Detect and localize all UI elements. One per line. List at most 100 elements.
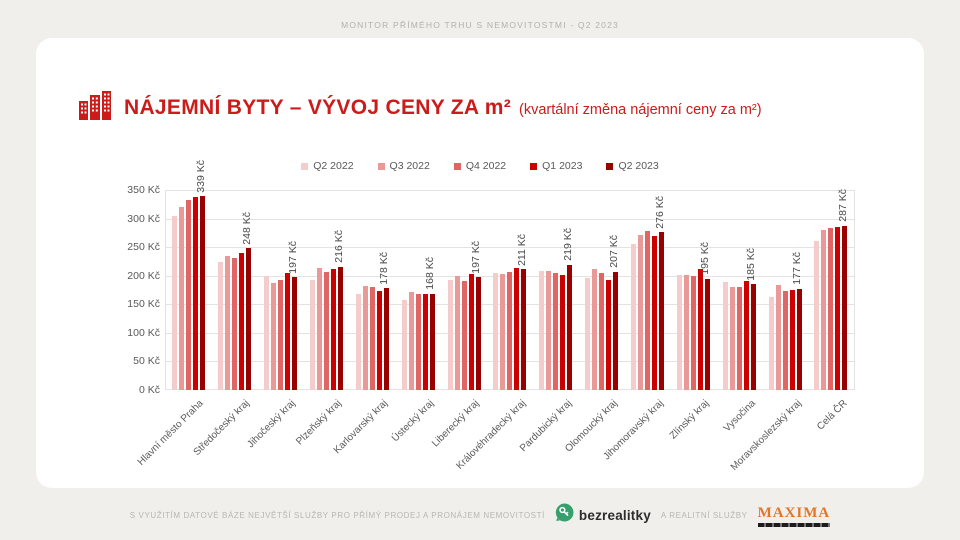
- bezrealitky-key-icon: [555, 503, 574, 527]
- bar-group: 177 Kč: [762, 190, 808, 390]
- bar: [743, 281, 749, 390]
- bar: [560, 274, 566, 390]
- y-tick-label: 200 Kč: [127, 269, 160, 282]
- bar-value-label: 168 Kč: [424, 257, 437, 290]
- bar: [429, 294, 435, 390]
- chart-legend: Q2 2022 Q3 2022 Q4 2022 Q1 2023 Q2 2023: [36, 160, 924, 172]
- bar-value-label: 339 Kč: [195, 159, 207, 193]
- x-axis-label: Celá ČR: [815, 398, 850, 433]
- buildings-icon: [78, 90, 112, 125]
- bar-value-label: 178 Kč: [378, 251, 391, 285]
- legend-label: Q3 2022: [389, 160, 430, 172]
- bar: [338, 266, 343, 390]
- bar: [331, 269, 336, 390]
- gridline: [166, 218, 854, 220]
- bar: [828, 228, 834, 390]
- bar-value-label: 207 Kč: [607, 235, 620, 268]
- bars: [487, 190, 533, 390]
- legend-swatch: [453, 162, 461, 170]
- legend-swatch: [301, 162, 309, 170]
- bar: [415, 294, 421, 390]
- bar: [447, 280, 453, 390]
- bar: [225, 256, 231, 390]
- bar: [814, 240, 820, 390]
- bar: [500, 274, 506, 390]
- bars: [258, 190, 304, 390]
- legend-label: Q2 2023: [618, 160, 659, 172]
- bar: [493, 273, 499, 390]
- bar: [507, 271, 513, 390]
- bar: [172, 215, 178, 390]
- legend-label: Q4 2022: [465, 160, 507, 172]
- bar-value-label: 248 Kč: [240, 211, 253, 245]
- slide-card: NÁJEMNÍ BYTY – VÝVOJ CENY ZA m² (kvartál…: [36, 38, 924, 488]
- bars: [670, 190, 716, 390]
- bar: [408, 291, 414, 390]
- bar-group: 287 Kč: [808, 189, 854, 390]
- x-axis-label: Plzeňský kraj: [294, 398, 344, 448]
- bar: [246, 248, 252, 390]
- bars: [166, 190, 212, 390]
- bar: [585, 278, 591, 390]
- bars: [349, 190, 395, 390]
- bar-group: 219 Kč: [533, 190, 579, 390]
- bar-value-label: 219 Kč: [561, 228, 574, 261]
- bar: [317, 267, 322, 390]
- bar: [567, 264, 573, 390]
- bar-group: 207 Kč: [579, 190, 625, 390]
- bar: [546, 271, 552, 390]
- bar-group: 276 Kč: [625, 190, 671, 390]
- bar-group: 178 Kč: [349, 190, 395, 390]
- bar: [768, 297, 774, 390]
- bar: [383, 288, 389, 390]
- legend-swatch: [530, 162, 538, 170]
- bar-groups: 339 Kč 248 Kč 197 Kč 216 Kč 178 Kč 168 Kč 197 …: [166, 160, 854, 390]
- bar: [264, 275, 270, 390]
- bar: [362, 286, 368, 390]
- bar: [659, 232, 665, 390]
- bar: [729, 287, 735, 390]
- bar: [704, 278, 710, 390]
- bar: [521, 269, 527, 390]
- bar: [186, 199, 192, 390]
- bar: [239, 253, 245, 390]
- bar-group: 339 Kč: [166, 160, 212, 390]
- bar: [422, 294, 428, 390]
- bar-group: 185 Kč: [716, 190, 762, 390]
- y-tick-label: 250 Kč: [127, 241, 160, 254]
- bezrealitky-logo: bezrealitky: [555, 503, 651, 527]
- bars: [212, 190, 258, 390]
- bar-group: 248 Kč: [212, 190, 258, 390]
- bars: [579, 190, 625, 390]
- maxima-logo: MAXIMA: [757, 504, 831, 527]
- bar: [606, 280, 612, 390]
- bar: [683, 274, 689, 390]
- bars: [762, 190, 808, 390]
- bars: [808, 190, 854, 390]
- bar-value-label: 287 Kč: [837, 189, 850, 222]
- y-tick-label: 50 Kč: [133, 355, 160, 368]
- bar-value-label: 211 Kč: [516, 233, 529, 266]
- bar: [835, 226, 841, 390]
- bars: [716, 190, 762, 390]
- y-tick-label: 100 Kč: [127, 326, 160, 339]
- y-tick-label: 300 Kč: [127, 212, 160, 225]
- bar: [782, 291, 788, 390]
- bars: [533, 190, 579, 390]
- x-axis-label: Hlavní město Praha: [135, 398, 206, 468]
- y-tick-label: 150 Kč: [127, 298, 160, 311]
- report-header: MONITOR PŘÍMÉHO TRHU S NEMOVITOSTMI - Q2…: [341, 20, 619, 30]
- bar: [690, 276, 696, 390]
- x-axis-label: Jihočeský kraj: [245, 398, 298, 451]
- bar: [722, 282, 728, 390]
- legend-label: Q2 2022: [313, 160, 354, 172]
- y-axis: 0 Kč 50 Kč 100 Kč 150 Kč 200 Kč 250 Kč 300 Kč 3…: [86, 184, 160, 396]
- bar-group: 168 Kč: [395, 190, 441, 390]
- bar-value-label: 197 Kč: [286, 240, 299, 274]
- bar: [736, 287, 742, 390]
- legend-item: Q2 2022: [301, 160, 354, 172]
- bar-value-label: 276 Kč: [653, 195, 666, 229]
- bar: [376, 290, 382, 390]
- bar: [401, 299, 407, 390]
- bars: [441, 190, 487, 390]
